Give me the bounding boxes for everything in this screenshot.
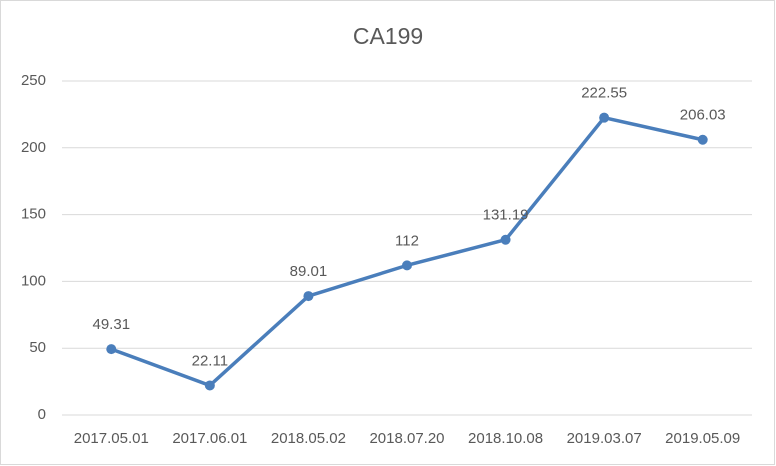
- data-point: [204, 380, 215, 391]
- data-point: [697, 134, 708, 145]
- x-tick-label: 2017.06.01: [172, 430, 247, 447]
- x-tick-label: 2018.05.02: [271, 430, 346, 447]
- data-point: [402, 260, 412, 271]
- data-label: 206.03: [680, 107, 726, 124]
- x-tick-label: 2018.07.20: [369, 430, 444, 447]
- y-tick-label: 150: [21, 206, 46, 223]
- data-label: 89.01: [290, 263, 328, 280]
- y-tick-label: 0: [38, 406, 46, 423]
- data-point: [106, 344, 117, 355]
- data-label: 222.55: [581, 85, 627, 102]
- data-label: 112: [395, 232, 419, 249]
- y-tick-label: 100: [21, 272, 46, 289]
- data-label: 131.19: [483, 207, 529, 224]
- y-tick-label: 200: [21, 139, 46, 156]
- data-label: 22.11: [192, 352, 228, 369]
- data-label: 49.31: [93, 316, 131, 333]
- x-tick-label: 2019.05.09: [665, 430, 740, 447]
- x-tick-label: 2018.10.08: [468, 430, 543, 447]
- y-tick-label: 50: [29, 339, 46, 356]
- chart-title: CA199: [353, 23, 423, 49]
- data-point: [599, 112, 610, 123]
- x-tick-label: 2017.05.01: [74, 430, 149, 447]
- x-tick-label: 2019.03.07: [567, 430, 642, 447]
- y-tick-label: 250: [21, 72, 46, 89]
- data-point: [500, 234, 511, 245]
- data-point: [303, 291, 314, 302]
